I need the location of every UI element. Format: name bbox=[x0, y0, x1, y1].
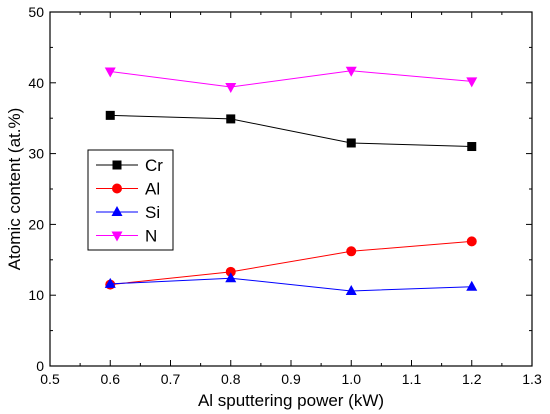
x-tick-label: 1.1 bbox=[402, 371, 422, 387]
series-line-n bbox=[110, 70, 472, 88]
legend-marker-n bbox=[111, 231, 123, 242]
data-point-n bbox=[345, 66, 357, 77]
y-tick-label: 10 bbox=[28, 287, 44, 303]
legend-box bbox=[87, 149, 174, 251]
y-tick-label: 50 bbox=[28, 4, 44, 20]
y-tick-label: 30 bbox=[28, 146, 44, 162]
x-tick-label: 1.2 bbox=[462, 371, 482, 387]
y-tick-label: 40 bbox=[28, 75, 44, 91]
data-point-al bbox=[346, 246, 357, 257]
x-axis-title: Al sputtering power (kW) bbox=[198, 391, 384, 410]
legend-label-si: Si bbox=[145, 203, 160, 222]
x-tick-label: 0.7 bbox=[161, 371, 181, 387]
y-axis-title: Atomic content (at.%) bbox=[5, 108, 24, 271]
legend-marker-al bbox=[112, 183, 122, 194]
series-line-al bbox=[110, 240, 472, 286]
plot-layer bbox=[104, 66, 478, 295]
series-line-cr bbox=[110, 114, 472, 148]
data-point-si bbox=[225, 272, 237, 283]
series-line-si bbox=[110, 277, 472, 292]
data-point-cr bbox=[105, 110, 115, 120]
legend-marker-si bbox=[111, 206, 123, 216]
data-point-n bbox=[466, 77, 478, 88]
data-point-al bbox=[466, 236, 477, 247]
x-tick-label: 0.5 bbox=[40, 371, 60, 387]
data-point-si bbox=[104, 277, 116, 288]
y-tick-label: 20 bbox=[28, 216, 44, 232]
axes-layer: 0.5 0.6 0.7 0.8 0.9 1.0 1.1 1.2 1.3 0 10 20 30 40 50 bbox=[28, 4, 542, 387]
data-point-al bbox=[225, 266, 236, 277]
y-tick-label: 0 bbox=[36, 358, 44, 374]
legend-marker-cr bbox=[112, 160, 122, 170]
data-point-cr bbox=[346, 138, 356, 148]
data-point-n bbox=[104, 67, 116, 78]
legend-label-cr: Cr bbox=[145, 156, 163, 175]
data-point-si bbox=[345, 284, 357, 295]
x-tick-label: 1.0 bbox=[342, 371, 362, 387]
data-point-cr bbox=[226, 114, 236, 124]
x-tick-label: 0.9 bbox=[281, 371, 301, 387]
data-point-si bbox=[466, 280, 478, 291]
legend: Cr Al Si N bbox=[87, 149, 174, 251]
legend-label-n: N bbox=[145, 227, 157, 246]
data-point-cr bbox=[467, 142, 477, 152]
x-tick-label: 0.6 bbox=[101, 371, 121, 387]
data-point-n bbox=[225, 83, 237, 94]
x-tick-label: 1.3 bbox=[522, 371, 542, 387]
x-tick-label: 0.8 bbox=[221, 371, 241, 387]
legend-label-al: Al bbox=[145, 180, 160, 199]
